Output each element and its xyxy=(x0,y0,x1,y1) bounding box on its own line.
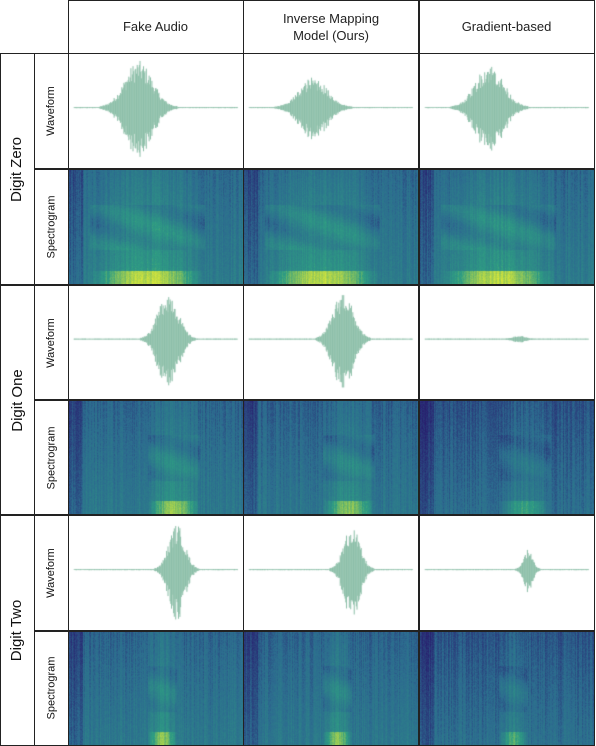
sublabel-one-spectrogram-text: Spectrogram xyxy=(45,426,58,489)
spectrogram-zero-gradient-based xyxy=(420,170,594,284)
waveform-two-inverse-mapping-canvas xyxy=(244,516,418,630)
sublabel-zero-waveform-text: Waveform xyxy=(45,86,57,136)
grid-line xyxy=(68,0,69,746)
row-label-digit-two-text: Digit Two xyxy=(8,599,26,661)
waveform-one-inverse-mapping xyxy=(244,286,418,399)
waveform-two-inverse-mapping xyxy=(244,516,418,630)
column-header-gradient-based: Gradient-based xyxy=(419,0,594,53)
sublabel-one-waveform-text: Waveform xyxy=(45,317,57,368)
column-header-fake-audio: Fake Audio xyxy=(68,0,243,53)
grid-line xyxy=(0,53,595,54)
waveform-one-gradient-based xyxy=(420,286,594,399)
waveform-one-fake-audio xyxy=(69,286,243,399)
grid-line xyxy=(0,53,1,746)
sublabel-one-waveform: Waveform xyxy=(34,285,68,400)
spectrogram-one-gradient-based-canvas xyxy=(420,401,594,514)
column-header-inverse-mapping: Inverse Mapping Model (Ours) xyxy=(243,0,419,53)
waveform-two-gradient-based xyxy=(420,516,594,630)
spectrogram-two-inverse-mapping xyxy=(244,632,418,745)
waveform-two-gradient-based-canvas xyxy=(420,516,594,630)
spectrogram-one-fake-audio xyxy=(69,401,243,514)
row-label-digit-two: Digit Two xyxy=(0,515,34,745)
spectrogram-zero-inverse-mapping-canvas xyxy=(244,170,418,284)
row-label-digit-one: Digit One xyxy=(0,285,34,515)
spectrogram-two-gradient-based xyxy=(420,632,594,745)
column-header-inverse-line-2: Model (Ours) xyxy=(293,27,369,43)
spectrogram-one-gradient-based xyxy=(420,401,594,514)
spectrogram-two-inverse-mapping-canvas xyxy=(244,632,418,745)
spectrogram-two-fake-audio xyxy=(69,632,243,745)
waveform-zero-gradient-based xyxy=(420,54,594,168)
grid-line xyxy=(68,0,595,1)
waveform-zero-inverse-mapping xyxy=(244,54,418,168)
waveform-two-fake-audio-canvas xyxy=(69,516,243,630)
waveform-one-inverse-mapping-canvas xyxy=(244,286,418,399)
spectrogram-one-inverse-mapping-canvas xyxy=(244,401,418,514)
spectrogram-zero-fake-audio-canvas xyxy=(69,170,243,284)
sublabel-two-spectrogram: Spectrogram xyxy=(34,631,68,745)
waveform-one-fake-audio-canvas xyxy=(69,286,243,399)
grid-line xyxy=(0,284,595,286)
sublabel-zero-spectrogram-text: Spectrogram xyxy=(45,195,58,259)
grid-line xyxy=(594,0,595,746)
column-header-gradient-based-text: Gradient-based xyxy=(461,19,552,34)
spectrogram-one-fake-audio-canvas xyxy=(69,401,243,514)
waveform-zero-inverse-mapping-canvas xyxy=(244,54,418,168)
row-label-digit-zero-text: Digit Zero xyxy=(8,136,26,202)
sublabel-one-spectrogram: Spectrogram xyxy=(34,400,68,515)
waveform-one-gradient-based-canvas xyxy=(420,286,594,399)
waveform-zero-gradient-based-canvas xyxy=(420,54,594,168)
grid-line xyxy=(34,630,595,632)
column-header-inverse-mapping-text: Inverse Mapping Model (Ours) xyxy=(283,10,379,44)
sublabel-zero-spectrogram: Spectrogram xyxy=(34,169,68,285)
spectrogram-two-gradient-based-canvas xyxy=(420,632,594,745)
spectrogram-zero-inverse-mapping xyxy=(244,170,418,284)
grid-line xyxy=(34,399,595,401)
waveform-two-fake-audio xyxy=(69,516,243,630)
waveform-zero-fake-audio xyxy=(69,54,243,168)
sublabel-zero-waveform: Waveform xyxy=(34,53,68,169)
grid-line xyxy=(243,0,244,746)
sublabel-two-spectrogram-text: Spectrogram xyxy=(45,656,58,720)
grid-line xyxy=(0,514,595,516)
row-label-digit-zero: Digit Zero xyxy=(0,53,34,285)
spectrogram-two-fake-audio-canvas xyxy=(69,632,243,745)
grid-line xyxy=(418,0,420,746)
sublabel-two-waveform-text: Waveform xyxy=(45,548,57,598)
row-label-digit-one-text: Digit One xyxy=(8,368,26,432)
spectrogram-zero-fake-audio xyxy=(69,170,243,284)
grid-line xyxy=(34,168,595,170)
waveform-zero-fake-audio-canvas xyxy=(69,54,243,168)
spectrogram-one-inverse-mapping xyxy=(244,401,418,514)
sublabel-two-waveform: Waveform xyxy=(34,515,68,631)
column-header-inverse-line-1: Inverse Mapping xyxy=(282,10,380,26)
spectrogram-zero-gradient-based-canvas xyxy=(420,170,594,284)
column-header-fake-audio-text: Fake Audio xyxy=(122,19,189,34)
